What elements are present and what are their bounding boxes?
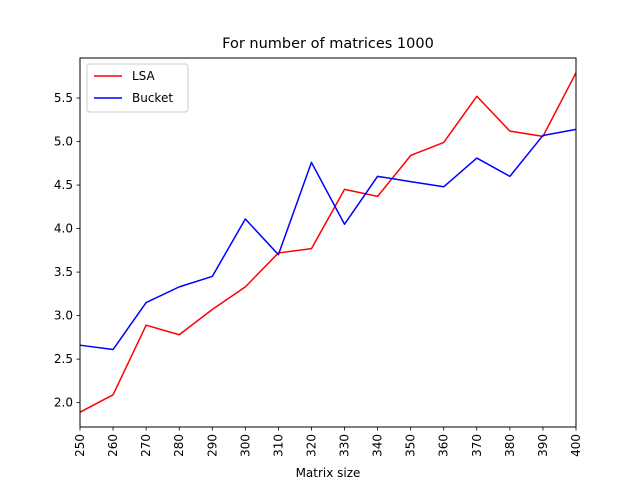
x-tick-label: 250 bbox=[73, 434, 87, 457]
x-axis: 250 260 270 280 290 300 310 320 330 340 350 360 370 3… bbox=[73, 427, 583, 457]
x-tick-label: 320 bbox=[304, 434, 318, 457]
y-axis: 2.0 2.5 3.0 3.5 4.0 4.5 5.0 5.5 bbox=[54, 91, 80, 410]
chart-title: For number of matrices 1000 bbox=[222, 36, 434, 52]
x-tick-label: 260 bbox=[106, 434, 120, 457]
x-tick-label: 300 bbox=[238, 434, 252, 457]
plot-lines bbox=[79, 72, 577, 413]
x-axis-label: Matrix size bbox=[296, 466, 361, 480]
y-tick-label: 5.5 bbox=[54, 91, 73, 105]
y-tick-label: 4.0 bbox=[54, 222, 73, 236]
series-line-lsa bbox=[79, 72, 577, 413]
plot-frame bbox=[79, 57, 577, 428]
x-tick-label: 330 bbox=[338, 434, 352, 457]
y-tick-label: 3.5 bbox=[54, 265, 73, 279]
legend: LSA Bucket bbox=[86, 63, 189, 113]
x-tick-label: 340 bbox=[371, 434, 385, 457]
y-tick-label: 3.0 bbox=[54, 309, 73, 323]
series-line-bucket bbox=[79, 128, 577, 351]
x-tick-label: 310 bbox=[271, 434, 285, 457]
y-tick-label: 4.5 bbox=[54, 178, 73, 192]
y-tick-label: 5.0 bbox=[54, 135, 73, 149]
legend-label-lsa: LSA bbox=[132, 69, 156, 83]
y-tick-label: 2.0 bbox=[54, 396, 73, 410]
x-tick-label: 370 bbox=[470, 434, 484, 457]
x-tick-label: 380 bbox=[503, 434, 517, 457]
x-tick-label: 390 bbox=[536, 434, 550, 457]
x-tick-label: 280 bbox=[172, 434, 186, 457]
y-tick-label: 2.5 bbox=[54, 352, 73, 366]
legend-label-bucket: Bucket bbox=[132, 91, 173, 105]
x-tick-label: 290 bbox=[205, 434, 219, 457]
x-tick-label: 400 bbox=[569, 434, 583, 457]
x-tick-label: 360 bbox=[437, 434, 451, 457]
x-tick-label: 350 bbox=[404, 434, 418, 457]
x-tick-label: 270 bbox=[139, 434, 153, 457]
